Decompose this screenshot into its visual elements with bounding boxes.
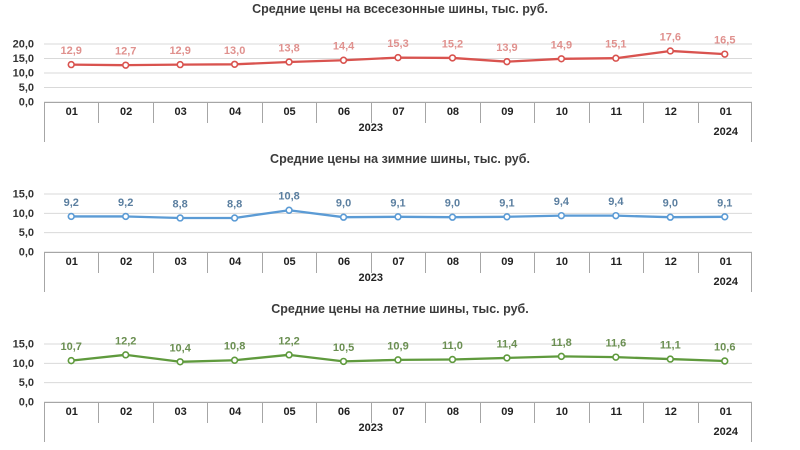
svg-text:0,0: 0,0 <box>19 97 34 109</box>
svg-text:14,4: 14,4 <box>333 41 355 53</box>
svg-text:20,0: 20,0 <box>13 39 34 51</box>
svg-text:12,9: 12,9 <box>169 45 190 57</box>
svg-text:12,2: 12,2 <box>278 335 299 347</box>
svg-text:15,1: 15,1 <box>605 39 626 51</box>
svg-text:8,8: 8,8 <box>173 198 188 210</box>
svg-text:13,0: 13,0 <box>224 45 245 57</box>
svg-text:9,1: 9,1 <box>390 197 405 209</box>
svg-text:11,0: 11,0 <box>442 340 463 352</box>
svg-text:9,2: 9,2 <box>118 197 133 209</box>
svg-text:9,0: 9,0 <box>663 198 678 210</box>
svg-text:9,0: 9,0 <box>445 198 460 210</box>
svg-text:14,9: 14,9 <box>551 39 572 51</box>
svg-text:9,4: 9,4 <box>608 196 624 208</box>
svg-text:11,4: 11,4 <box>497 338 519 350</box>
svg-text:10,7: 10,7 <box>61 341 82 353</box>
svg-text:9,0: 9,0 <box>336 198 351 210</box>
svg-text:5,0: 5,0 <box>19 82 34 94</box>
svg-text:10,4: 10,4 <box>169 342 191 354</box>
svg-text:11,8: 11,8 <box>551 337 572 349</box>
svg-text:12,9: 12,9 <box>61 45 82 57</box>
svg-text:11,1: 11,1 <box>660 340 681 352</box>
svg-text:10,6: 10,6 <box>714 342 735 354</box>
svg-text:10,0: 10,0 <box>13 68 34 80</box>
svg-text:10,9: 10,9 <box>387 340 408 352</box>
svg-text:9,1: 9,1 <box>499 197 514 209</box>
svg-text:9,2: 9,2 <box>64 197 79 209</box>
svg-text:9,1: 9,1 <box>717 197 732 209</box>
svg-text:10,8: 10,8 <box>278 191 299 203</box>
svg-text:13,8: 13,8 <box>278 42 299 54</box>
svg-text:5,0: 5,0 <box>19 377 34 389</box>
svg-text:15,0: 15,0 <box>13 53 34 65</box>
svg-text:10,0: 10,0 <box>13 208 34 220</box>
svg-text:15,0: 15,0 <box>13 339 34 351</box>
svg-text:12,2: 12,2 <box>115 335 136 347</box>
svg-text:10,5: 10,5 <box>333 342 354 354</box>
svg-text:5,0: 5,0 <box>19 227 34 239</box>
svg-text:11,6: 11,6 <box>605 338 626 350</box>
svg-text:12,7: 12,7 <box>115 46 136 58</box>
svg-text:13,9: 13,9 <box>496 42 517 54</box>
svg-text:0,0: 0,0 <box>19 247 34 259</box>
svg-text:15,0: 15,0 <box>13 189 34 201</box>
svg-text:16,5: 16,5 <box>714 35 735 47</box>
svg-text:17,6: 17,6 <box>660 31 681 43</box>
svg-text:0,0: 0,0 <box>19 397 34 409</box>
svg-text:9,4: 9,4 <box>554 196 570 208</box>
svg-text:8,8: 8,8 <box>227 198 242 210</box>
svg-text:15,2: 15,2 <box>442 38 463 50</box>
svg-text:10,0: 10,0 <box>13 358 34 370</box>
svg-text:15,3: 15,3 <box>387 38 408 50</box>
svg-text:10,8: 10,8 <box>224 341 245 353</box>
